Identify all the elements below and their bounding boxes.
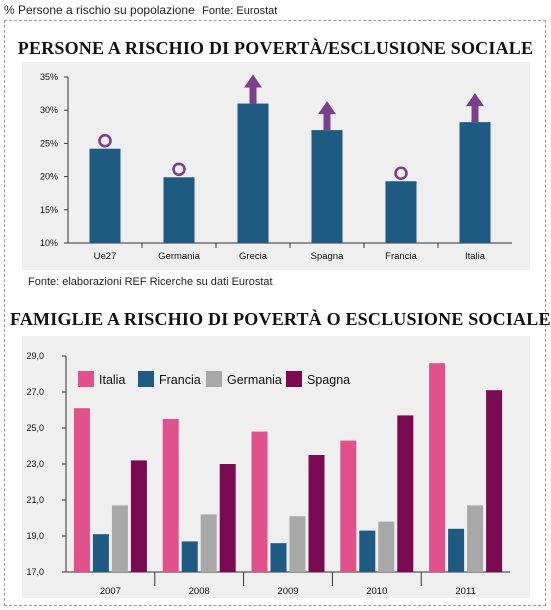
chart2-y-tick-label: 25,0: [26, 423, 44, 433]
chart2-x-tick-label: 2008: [189, 586, 210, 597]
chart2-bar-spagna: [308, 455, 325, 572]
chart1-marker-circle: [98, 133, 112, 148]
chart1-bar: [385, 181, 417, 243]
chart2-bar-francia: [448, 528, 465, 572]
chart2-legend-swatch-germania: [206, 371, 222, 387]
chart2-bar-germania: [467, 505, 484, 572]
chart2-legend-label: Francia: [159, 373, 201, 387]
chart1-y-tick-label: 20%: [40, 172, 58, 182]
chart2-bar-francia: [181, 541, 198, 572]
header-line: % Persone a rischio su popolazione Fonte…: [4, 3, 277, 17]
chart2-bar-germania: [378, 521, 395, 572]
chart2-legend-swatch-italia: [78, 371, 94, 387]
chart2-legend-swatch-francia: [138, 371, 154, 387]
chart2-x-tick-label: 2010: [366, 586, 387, 597]
chart2-bar-spagna: [219, 464, 236, 572]
chart1-marker-circle: [172, 162, 186, 177]
header-source: Fonte: Eurostat: [202, 5, 278, 17]
chart2-legend-label: Germania: [227, 373, 282, 387]
chart2-bar-italia: [340, 440, 357, 572]
chart1-x-tick-label: Ue27: [94, 251, 117, 262]
chart2-legend-swatch-spagna: [286, 371, 302, 387]
chart1-x-tick-label: Francia: [385, 251, 417, 262]
chart2-legend-label: Spagna: [307, 373, 350, 387]
chart2-bar-spagna: [486, 390, 503, 572]
chart1-marker-arrow-head: [318, 101, 336, 115]
chart1-marker-arrow-shaft: [323, 113, 331, 131]
chart2-bar-spagna: [397, 415, 414, 572]
chart1-y-tick-label: 25%: [40, 138, 58, 148]
chart2-y-tick-label: 23,0: [26, 459, 44, 469]
chart1-x-tick-label: Italia: [465, 251, 486, 262]
chart2-y-tick-label: 29,0: [26, 351, 44, 361]
chart1-marker-circle: [394, 166, 408, 181]
chart1-y-tick-label: 10%: [40, 238, 58, 248]
chart1-bar: [237, 103, 269, 243]
chart2-y-tick-label: 17,0: [26, 567, 44, 577]
chart1-source-note: Fonte: elaborazioni REF Ricerche su dati…: [28, 276, 273, 288]
chart2-legend-label: Italia: [99, 373, 125, 387]
chart2-bar-italia: [73, 408, 90, 572]
header-label: % Persone a rischio su popolazione: [4, 3, 195, 17]
chart1-marker-arrow-head: [466, 93, 484, 107]
chart1-y-tick-label: 15%: [40, 205, 58, 215]
chart1-bar: [459, 122, 491, 243]
chart2-bar-francia: [359, 530, 376, 572]
chart1-bar: [89, 148, 121, 243]
chart1-y-tick-label: 30%: [40, 105, 58, 115]
chart2-y-tick-label: 21,0: [26, 495, 44, 505]
chart1-bar: [163, 177, 195, 243]
chart2-bar-italia: [251, 431, 268, 572]
chart1-marker-arrow-head: [244, 74, 262, 88]
chart2-x-tick-label: 2007: [100, 586, 121, 597]
chart1-x-tick-label: Grecia: [239, 251, 268, 262]
chart1-marker-arrow-shaft: [471, 105, 479, 123]
chart1-title: PERSONE A RISCHIO DI POVERTÀ/ESCLUSIONE …: [17, 38, 534, 58]
chart2-title: FAMIGLIE A RISCHIO DI POVERTÀ O ESCLUSIO…: [10, 309, 551, 329]
chart2-bar-germania: [289, 516, 306, 572]
chart1-x-tick-label: Spagna: [311, 251, 344, 262]
chart2-bar-italia: [429, 363, 446, 572]
chart2-bar-germania: [111, 505, 128, 572]
chart1-bar: [311, 130, 343, 243]
chart2-bar-spagna: [130, 460, 147, 572]
chart2-bar-francia: [92, 534, 109, 572]
chart2-x-tick-label: 2009: [277, 586, 298, 597]
chart2-x-tick-label: 2011: [455, 586, 475, 597]
chart2-y-tick-label: 27,0: [26, 387, 44, 397]
chart1-marker-arrow-shaft: [249, 86, 257, 104]
chart1-x-tick-label: Germania: [158, 251, 200, 262]
chart2-bar-francia: [270, 543, 287, 572]
chart2-bar-italia: [162, 419, 179, 572]
chart2-y-tick-label: 19,0: [26, 531, 44, 541]
chart2-bar-germania: [200, 514, 217, 572]
chart1-y-tick-label: 35%: [40, 72, 58, 82]
